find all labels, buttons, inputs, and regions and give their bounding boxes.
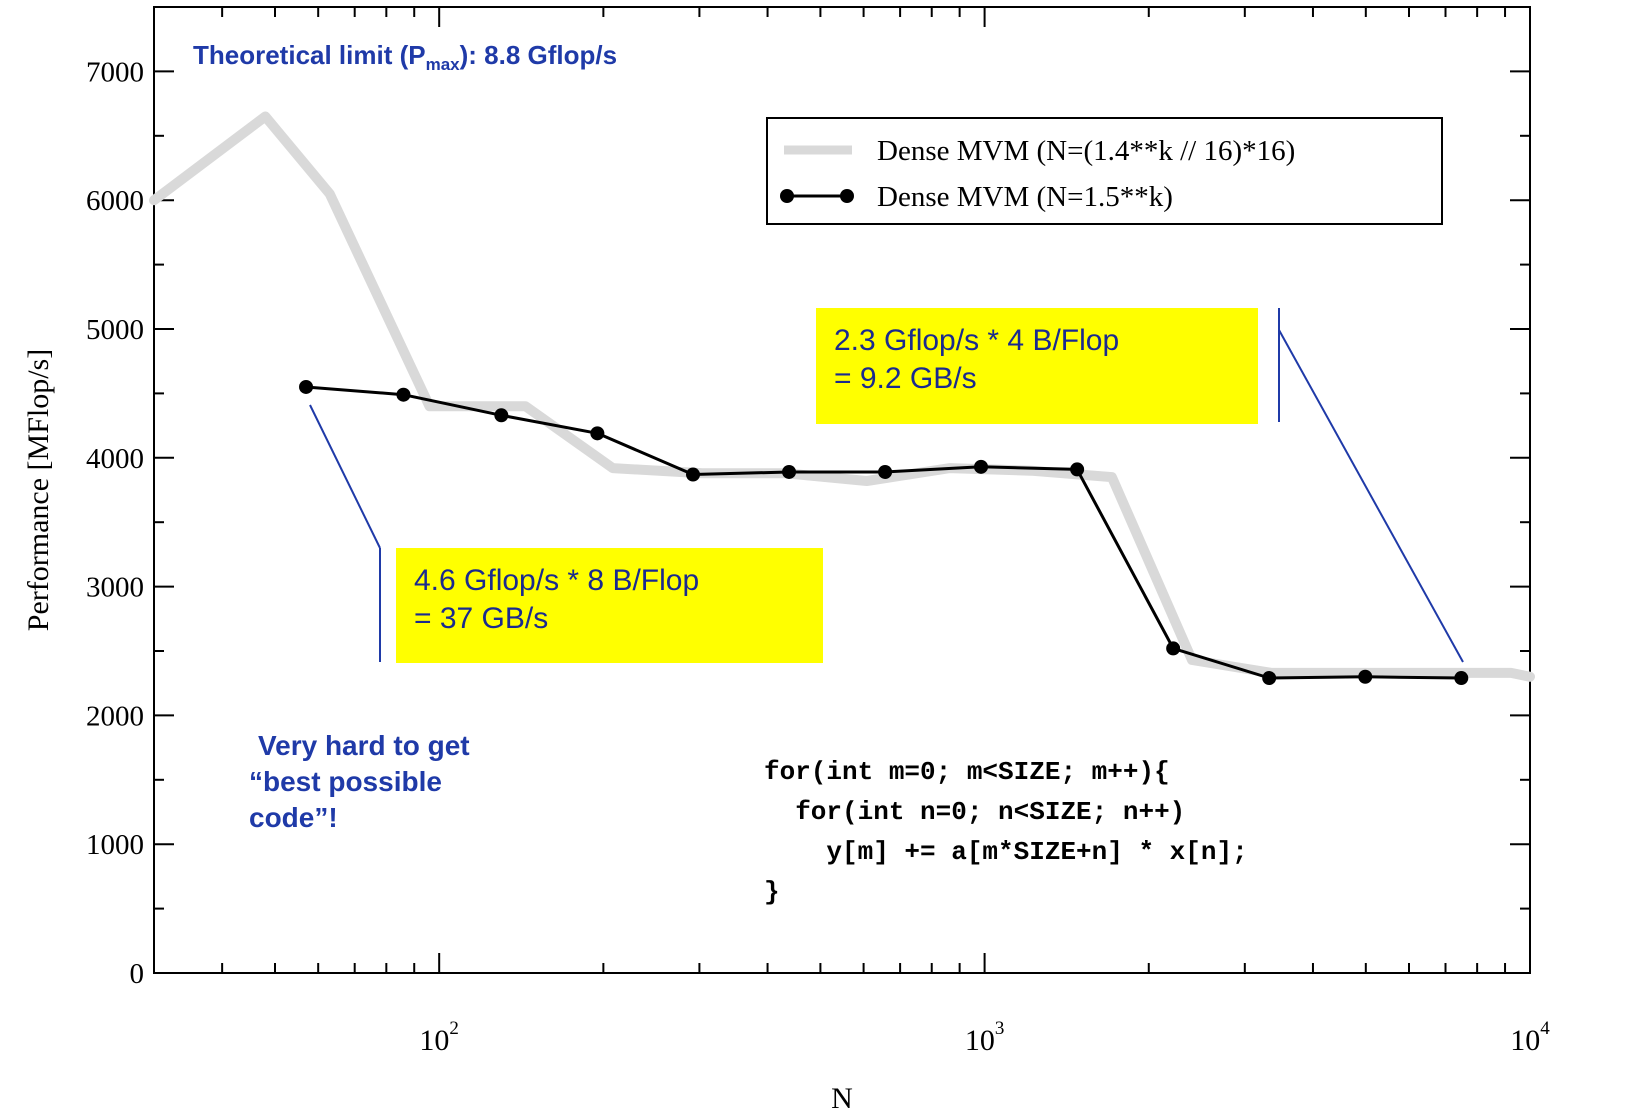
y-tick-label: 4000 bbox=[86, 443, 144, 475]
data-point bbox=[878, 464, 893, 479]
bandwidth-box-right: 2.3 Gflop/s * 4 B/Flop = 9.2 GB/s bbox=[816, 308, 1258, 424]
hard-note-line-2: “best possible bbox=[249, 766, 442, 797]
data-point bbox=[974, 459, 989, 474]
x-axis: 102 103 104 bbox=[153, 7, 1550, 1057]
hard-note-line-3: code”! bbox=[249, 802, 338, 833]
theoretical-prefix: Theoretical limit (P bbox=[193, 40, 426, 70]
legend-marker bbox=[780, 189, 794, 203]
data-point bbox=[494, 408, 509, 423]
theoretical-suffix: ): 8.8 Gflop/s bbox=[459, 40, 618, 70]
annotation-connectors bbox=[309, 308, 1464, 663]
y-tick-label: 3000 bbox=[86, 572, 144, 604]
box-left-line-1: 4.6 Gflop/s * 8 B/Flop bbox=[414, 564, 700, 597]
theoretical-subscript: max bbox=[425, 55, 460, 75]
data-point bbox=[299, 379, 314, 394]
legend-label-black: Dense MVM (N=1.5**k) bbox=[877, 181, 1173, 213]
data-point bbox=[1454, 671, 1469, 686]
y-tick-label: 1000 bbox=[86, 829, 144, 861]
code-line-2: for(int n=0; n<SIZE; n++) bbox=[764, 797, 1186, 827]
legend: Dense MVM (N=(1.4**k // 16)*16) Dense MV… bbox=[766, 117, 1443, 225]
x-tick-label: 104 bbox=[1510, 1018, 1550, 1057]
data-point bbox=[686, 467, 701, 482]
y-tick-label: 7000 bbox=[86, 56, 144, 88]
x-axis-label: N bbox=[831, 1082, 853, 1115]
legend-box bbox=[766, 117, 1443, 225]
legend-marker bbox=[840, 189, 854, 203]
y-axis-label: Performance [MFlop/s] bbox=[22, 349, 55, 631]
theoretical-limit-note: Theoretical limit (Pmax): 8.8 Gflop/s bbox=[193, 40, 617, 75]
code-line-3: y[m] += a[m*SIZE+n] * x[n]; bbox=[764, 837, 1248, 867]
y-tick-label: 2000 bbox=[86, 700, 144, 732]
data-point bbox=[396, 387, 411, 402]
code-snippet: for(int m=0; m<SIZE; m++){ for(int n=0; … bbox=[764, 752, 1248, 912]
data-point bbox=[1070, 462, 1085, 477]
y-tick-label: 6000 bbox=[86, 185, 144, 217]
box-right-line-1: 2.3 Gflop/s * 4 B/Flop bbox=[834, 324, 1120, 357]
code-line-4: } bbox=[764, 877, 780, 907]
x-tick-label: 102 bbox=[419, 1018, 459, 1057]
y-tick-label: 0 bbox=[130, 958, 145, 990]
connector-left-diagonal bbox=[309, 404, 381, 549]
data-point bbox=[590, 426, 605, 441]
box-right-line-2: = 9.2 GB/s bbox=[834, 362, 977, 395]
hard-note-line-1: Very hard to get bbox=[258, 730, 470, 761]
series-layer bbox=[149, 111, 1535, 686]
data-point bbox=[1166, 641, 1181, 656]
x-tick-label: 103 bbox=[965, 1018, 1005, 1057]
hard-to-get-note: Very hard to get “best possible code”! bbox=[249, 728, 470, 836]
box-left-line-2: = 37 GB/s bbox=[414, 602, 549, 635]
y-tick-label: 5000 bbox=[86, 314, 144, 346]
code-line-1: for(int m=0; m<SIZE; m++){ bbox=[764, 757, 1170, 787]
data-point bbox=[1262, 671, 1277, 686]
connector-right-diagonal bbox=[1278, 329, 1464, 663]
plot-area-frame bbox=[153, 6, 1531, 974]
legend-label-gray: Dense MVM (N=(1.4**k // 16)*16) bbox=[877, 135, 1295, 167]
y-axis: 0 1000 2000 3000 4000 5000 6000 7000 bbox=[86, 56, 1530, 990]
data-point bbox=[1358, 669, 1373, 684]
bandwidth-box-left: 4.6 Gflop/s * 8 B/Flop = 37 GB/s bbox=[396, 548, 823, 663]
data-point bbox=[782, 464, 797, 479]
